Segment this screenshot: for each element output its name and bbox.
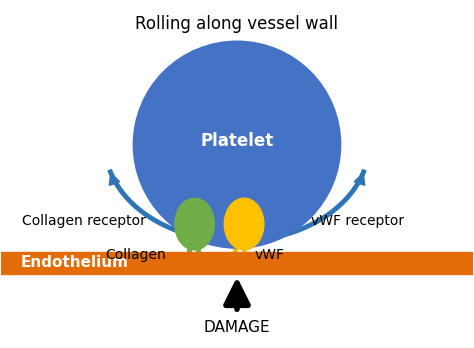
Text: Platelet: Platelet [201, 132, 273, 150]
Text: Rolling along vessel wall: Rolling along vessel wall [136, 15, 338, 33]
Ellipse shape [224, 198, 264, 250]
Text: Collagen: Collagen [105, 248, 166, 262]
Text: vWF: vWF [255, 248, 285, 262]
Text: Collagen receptor: Collagen receptor [22, 214, 146, 228]
Text: vWF receptor: vWF receptor [310, 214, 404, 228]
Ellipse shape [175, 198, 214, 250]
Ellipse shape [133, 41, 341, 248]
Bar [1, 252, 473, 274]
Text: Endothelium: Endothelium [20, 255, 128, 270]
Text: DAMAGE: DAMAGE [204, 320, 270, 335]
